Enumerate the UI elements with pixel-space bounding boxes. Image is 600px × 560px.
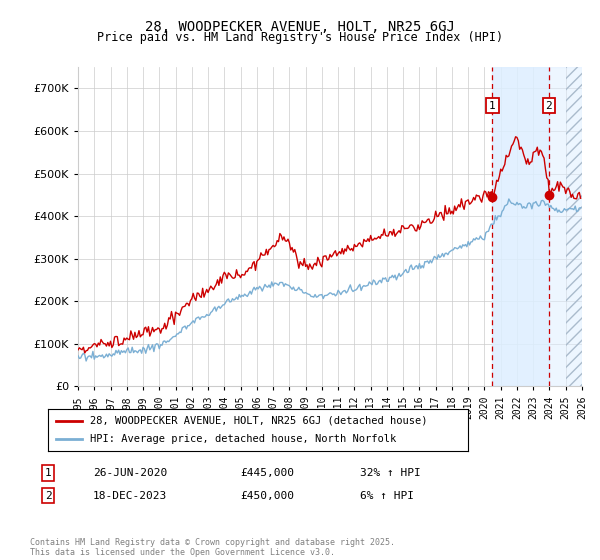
Text: 2: 2 — [545, 100, 552, 110]
Text: 18-DEC-2023: 18-DEC-2023 — [93, 491, 167, 501]
Text: 32% ↑ HPI: 32% ↑ HPI — [360, 468, 421, 478]
Text: £445,000: £445,000 — [240, 468, 294, 478]
Bar — [493, 67, 549, 386]
Text: £450,000: £450,000 — [240, 491, 294, 501]
Text: 2: 2 — [44, 491, 52, 501]
Bar — [549, 67, 582, 386]
Text: 28, WOODPECKER AVENUE, HOLT, NR25 6GJ (detached house): 28, WOODPECKER AVENUE, HOLT, NR25 6GJ (d… — [90, 416, 427, 426]
Text: 28, WOODPECKER AVENUE, HOLT, NR25 6GJ: 28, WOODPECKER AVENUE, HOLT, NR25 6GJ — [145, 20, 455, 34]
Text: HPI: Average price, detached house, North Norfolk: HPI: Average price, detached house, Nort… — [90, 434, 396, 444]
Text: Price paid vs. HM Land Registry's House Price Index (HPI): Price paid vs. HM Land Registry's House … — [97, 31, 503, 44]
Text: 6% ↑ HPI: 6% ↑ HPI — [360, 491, 414, 501]
Text: 1: 1 — [44, 468, 52, 478]
Text: Contains HM Land Registry data © Crown copyright and database right 2025.
This d: Contains HM Land Registry data © Crown c… — [30, 538, 395, 557]
Text: 1: 1 — [489, 100, 496, 110]
Bar — [566, 67, 582, 386]
Text: 26-JUN-2020: 26-JUN-2020 — [93, 468, 167, 478]
